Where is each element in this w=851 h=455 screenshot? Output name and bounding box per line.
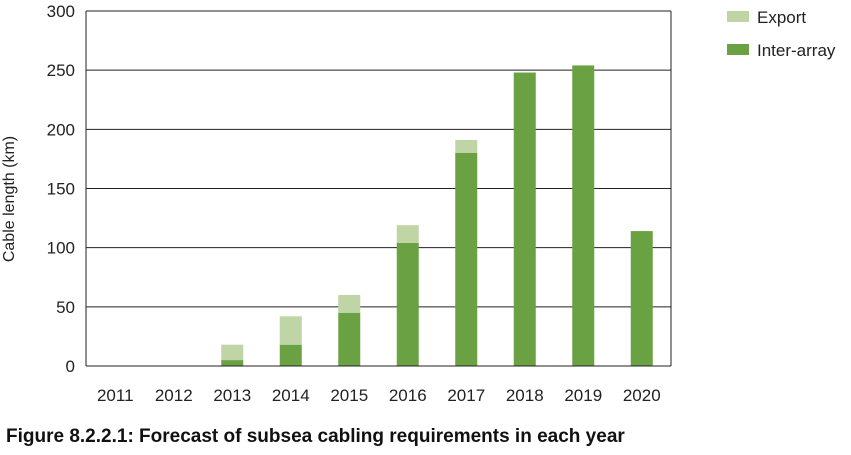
bar-inter-array-2020 [630,231,653,366]
x-tick-label: 2011 [97,386,134,405]
y-axis-label: Cable length (km) [1,136,18,262]
bar-export-2017 [455,139,478,153]
x-tick-label: 2018 [506,386,544,405]
legend-label: Inter-array [757,41,836,60]
y-tick-label: 250 [47,61,75,80]
bar-inter-array-2016 [396,242,419,366]
y-tick-label: 50 [56,298,75,317]
bar-export-2014 [279,316,302,345]
figure-caption: Figure 8.2.2.1: Forecast of subsea cabli… [6,426,625,447]
bar-inter-array-2013 [221,360,244,366]
y-tick-label: 150 [47,180,75,199]
bar-inter-array-2018 [513,72,536,367]
x-tick-label: 2020 [623,386,661,405]
bar-chart: 0 50 100 150 200 250 300 2011 2012 2013 2014 2015 20… [1,2,836,405]
bar-export-2015 [338,295,361,313]
bar-inter-array-2015 [338,312,361,366]
bar-export-2013 [221,344,244,361]
bar-inter-array-2019 [572,65,595,366]
x-tick-label: 2015 [330,386,368,405]
y-tick-label: 200 [47,120,75,139]
y-tick-label: 100 [47,239,75,258]
x-tick-label: 2012 [155,386,193,405]
y-tick-label: 0 [66,357,75,376]
y-tick-label: 300 [47,2,75,21]
x-tick-label: 2017 [447,386,485,405]
legend-swatch-export [727,11,749,22]
legend-label: Export [757,8,806,27]
x-tick-label: 2014 [272,386,310,405]
bar-inter-array-2014 [279,344,302,366]
axes: 0 50 100 150 200 250 300 2011 2012 2013 2014 2015 20… [47,2,672,405]
x-tick-label: 2019 [564,386,602,405]
bar-inter-array-2017 [455,153,478,366]
bars [221,65,653,367]
bar-export-2016 [396,225,419,243]
grid-lines [86,10,671,367]
x-tick-label: 2013 [213,386,251,405]
legend-swatch-inter-array [727,44,749,55]
x-tick-label: 2016 [389,386,427,405]
legend: Export Inter-array [727,8,836,60]
